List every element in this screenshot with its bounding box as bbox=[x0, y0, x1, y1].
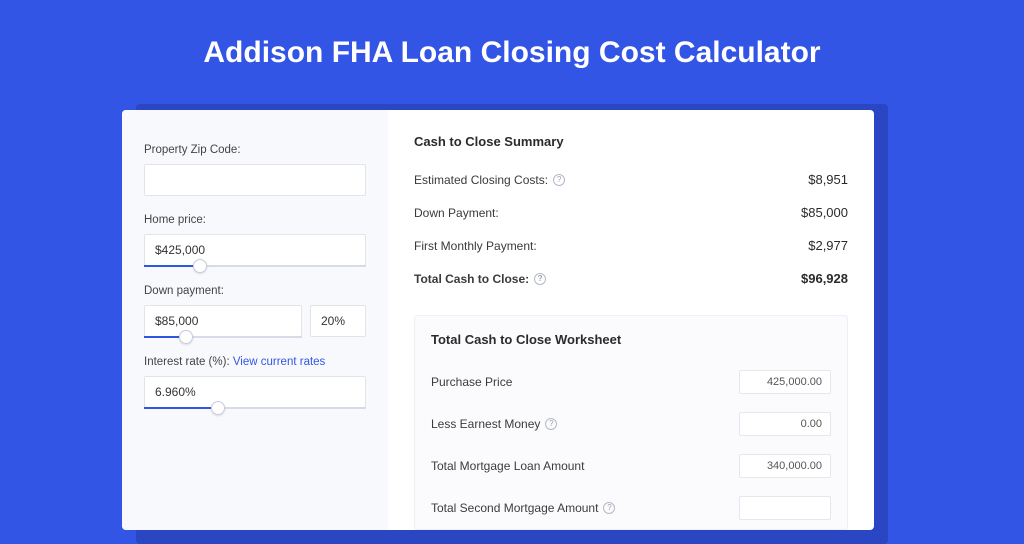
summary-label-text: Down Payment: bbox=[414, 206, 499, 220]
divider bbox=[414, 295, 848, 309]
interest-slider-fill bbox=[144, 407, 211, 409]
zip-label: Property Zip Code: bbox=[144, 144, 366, 156]
worksheet-label-text: Total Mortgage Loan Amount bbox=[431, 459, 584, 473]
interest-label: Interest rate (%): bbox=[144, 356, 230, 368]
summary-value: $96,928 bbox=[801, 271, 848, 286]
down-payment-pct-input[interactable] bbox=[310, 305, 366, 337]
summary-label-text: Total Cash to Close: bbox=[414, 272, 529, 286]
view-rates-link[interactable]: View current rates bbox=[233, 356, 325, 368]
home-price-field-group: Home price: bbox=[144, 214, 366, 267]
results-panel: Cash to Close Summary Estimated Closing … bbox=[388, 110, 874, 530]
worksheet-label-text: Purchase Price bbox=[431, 375, 512, 389]
zip-input[interactable] bbox=[144, 164, 366, 196]
summary-value: $2,977 bbox=[808, 238, 848, 253]
help-icon[interactable]: ? bbox=[603, 502, 615, 514]
down-payment-input[interactable] bbox=[144, 305, 302, 337]
help-icon[interactable]: ? bbox=[553, 174, 565, 186]
interest-field-group: Interest rate (%): View current rates bbox=[144, 356, 366, 409]
down-payment-slider-thumb[interactable] bbox=[179, 330, 193, 344]
summary-label-text: Estimated Closing Costs: bbox=[414, 173, 548, 187]
worksheet-heading: Total Cash to Close Worksheet bbox=[431, 332, 831, 347]
worksheet-row: Total Second Mortgage Amount ? bbox=[431, 487, 831, 529]
home-price-input[interactable] bbox=[144, 234, 366, 266]
home-price-slider[interactable] bbox=[144, 265, 366, 267]
home-price-slider-fill bbox=[144, 265, 193, 267]
help-icon[interactable]: ? bbox=[534, 273, 546, 285]
down-payment-label: Down payment: bbox=[144, 285, 366, 297]
summary-value: $85,000 bbox=[801, 205, 848, 220]
worksheet-label-text: Total Second Mortgage Amount bbox=[431, 501, 598, 515]
worksheet-label-text: Less Earnest Money bbox=[431, 417, 540, 431]
down-payment-field-group: Down payment: bbox=[144, 285, 366, 338]
zip-field-group: Property Zip Code: bbox=[144, 144, 366, 196]
interest-input[interactable] bbox=[144, 376, 366, 408]
worksheet-value[interactable]: 340,000.00 bbox=[739, 454, 831, 478]
summary-row: Down Payment: $85,000 bbox=[414, 196, 848, 229]
summary-label-text: First Monthly Payment: bbox=[414, 239, 537, 253]
summary-row: First Monthly Payment: $2,977 bbox=[414, 229, 848, 262]
down-payment-slider[interactable] bbox=[144, 336, 302, 338]
summary-heading: Cash to Close Summary bbox=[414, 134, 848, 149]
summary-row-total: Total Cash to Close: ? $96,928 bbox=[414, 262, 848, 295]
interest-slider[interactable] bbox=[144, 407, 366, 409]
interest-label-row: Interest rate (%): View current rates bbox=[144, 356, 366, 368]
worksheet-row: Total Mortgage Loan Amount 340,000.00 bbox=[431, 445, 831, 487]
calculator-card: Property Zip Code: Home price: Down paym… bbox=[122, 110, 874, 530]
worksheet-row: Purchase Price 425,000.00 bbox=[431, 361, 831, 403]
page-title: Addison FHA Loan Closing Cost Calculator bbox=[0, 0, 1024, 90]
summary-row: Estimated Closing Costs: ? $8,951 bbox=[414, 163, 848, 196]
home-price-label: Home price: bbox=[144, 214, 366, 226]
down-payment-slider-fill bbox=[144, 336, 179, 338]
home-price-slider-thumb[interactable] bbox=[193, 259, 207, 273]
worksheet-value[interactable]: 0.00 bbox=[739, 412, 831, 436]
summary-value: $8,951 bbox=[808, 172, 848, 187]
worksheet-value[interactable] bbox=[739, 496, 831, 520]
help-icon[interactable]: ? bbox=[545, 418, 557, 430]
worksheet-card: Total Cash to Close Worksheet Purchase P… bbox=[414, 315, 848, 530]
worksheet-value[interactable]: 425,000.00 bbox=[739, 370, 831, 394]
interest-slider-thumb[interactable] bbox=[211, 401, 225, 415]
inputs-panel: Property Zip Code: Home price: Down paym… bbox=[122, 110, 388, 530]
worksheet-row: Less Earnest Money ? 0.00 bbox=[431, 403, 831, 445]
